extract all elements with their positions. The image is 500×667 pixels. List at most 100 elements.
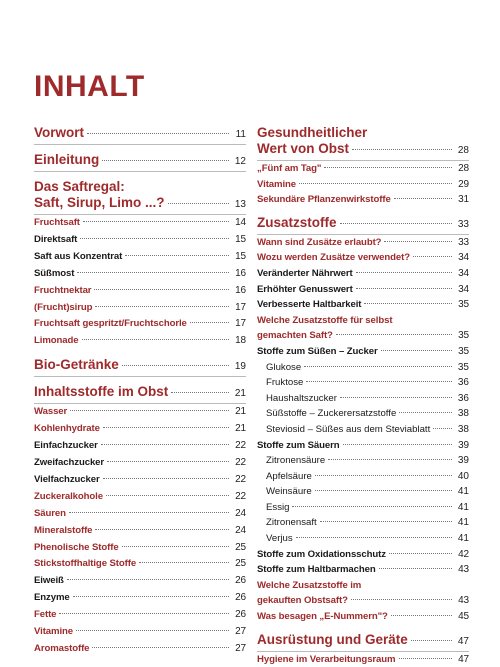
entry-text: Fruktose — [266, 377, 304, 389]
dot-leader — [102, 477, 229, 479]
entry-line: Fruktose 36 — [266, 375, 469, 391]
page-number: 35 — [458, 330, 469, 342]
entry-text: Veränderter Nährwert — [257, 267, 353, 279]
entry-line: Einleitung 12 — [34, 152, 246, 170]
page-number: 17 — [235, 318, 246, 330]
entry-line: Zitronensäure 39 — [266, 453, 469, 469]
page-number: 27 — [235, 626, 246, 638]
entry-line: Veränderter Nährwert 34 — [257, 266, 469, 282]
entry-text: (Frucht)sirup — [34, 301, 93, 313]
entry-line: Stoffe zum Oxidationsschutz 42 — [257, 547, 469, 563]
entry-line: Wasser 21 — [34, 404, 246, 421]
entry-text: Einleitung — [34, 152, 100, 167]
entry-line: Enzyme 26 — [34, 590, 246, 607]
entry-text: Stoffe zum Säuern — [257, 439, 340, 451]
entry-line: gekauften Obstsaft? 43 — [257, 593, 469, 609]
entry-text: Was besagen „E-Nummern"? — [257, 611, 388, 623]
dot-leader — [339, 222, 452, 224]
entry-text: Ausrüstung und Geräte — [257, 631, 408, 647]
dot-leader — [364, 303, 452, 305]
toc-item: Kohlenhydrate 21 — [34, 421, 246, 438]
chapter-heading: Inhaltsstoffe im Obst 21 — [34, 384, 246, 405]
page-number: 26 — [235, 575, 246, 587]
entry-text: Säuren — [34, 507, 66, 519]
entry-text: Direktsaft — [34, 233, 78, 245]
entry-line: Wozu werden Zusätze verwendet? 34 — [257, 250, 469, 266]
entry-line: Eiweiß 26 — [34, 573, 246, 590]
entry-line: Zuckeralkohole 22 — [34, 489, 246, 506]
entry-text: Saft, Sirup, Limo ...? — [34, 195, 165, 210]
toc-item: Eiweiß 26 — [34, 573, 246, 590]
page-number: 19 — [234, 361, 246, 373]
entry-line: (Frucht)sirup 17 — [34, 300, 246, 317]
entry-line: Fruchtsaft gespritzt/Fruchtschorle 17 — [34, 316, 246, 333]
entry-text: Vitamine — [34, 626, 74, 638]
entry-line: Welche Zusatzstoffe für selbst — [257, 313, 469, 329]
toc-subitem: Apfelsäure 40 — [257, 469, 469, 485]
entry-line: Wann sind Zusätze erlaubt? 33 — [257, 235, 469, 251]
dot-leader — [102, 427, 229, 429]
page-number: 28 — [458, 163, 469, 174]
toc-item: Sekundäre Pflanzenwirkstoffe 31 — [257, 192, 469, 208]
entry-text: Bio-Getränke — [34, 357, 119, 373]
toc-item: Zuckeralkohole 22 — [34, 489, 246, 506]
dot-leader — [390, 615, 452, 617]
dot-leader — [319, 521, 452, 523]
dot-leader — [76, 630, 229, 632]
dot-leader — [342, 443, 452, 445]
page-number: 33 — [457, 218, 469, 230]
page-number: 11 — [235, 129, 246, 140]
chapter-heading: Bio-Getränke 19 — [34, 357, 246, 378]
toc-subitem: Zitronensaft 41 — [257, 515, 469, 531]
entry-text: Limonade — [34, 335, 79, 347]
entry-text: Zitronensaft — [266, 517, 317, 529]
entry-line: Erhöhter Genusswert 34 — [257, 282, 469, 298]
page-number: 27 — [235, 642, 246, 654]
toc-item: Was besagen „E-Nummern"? 45 — [257, 609, 469, 625]
dot-leader — [350, 599, 452, 601]
page-number: 41 — [457, 486, 469, 498]
dot-leader — [87, 133, 229, 134]
entry-text: Welche Zusatzstoffe für selbst — [257, 314, 393, 326]
entry-text: Enzyme — [34, 592, 70, 604]
dot-leader — [413, 256, 452, 258]
entry-line: Kohlenhydrate 21 — [34, 421, 246, 438]
toc-subitem: Weinsäure 41 — [257, 484, 469, 500]
dot-leader — [94, 288, 229, 290]
page-number: 17 — [235, 301, 246, 313]
entry-line: Ausrüstung und Geräte 47 — [257, 632, 469, 650]
entry-line: Hygiene im Verarbeitungsraum 47 — [257, 652, 469, 667]
chapter-heading: Vorwort 11 — [34, 125, 246, 145]
entry-line: Einfachzucker 22 — [34, 438, 246, 455]
toc-item: Fette 26 — [34, 607, 246, 624]
entry-line: Stickstoffhaltige Stoffe 25 — [34, 556, 246, 573]
entry-line: Vitamine 27 — [34, 624, 246, 641]
entry-line: Fruchtsaft 14 — [34, 215, 246, 232]
dot-leader — [314, 474, 452, 476]
entry-line: Das Saftregal: — [34, 179, 246, 195]
entry-text: Inhaltsstoffe im Obst — [34, 384, 169, 400]
entry-line: „Fünf am Tag" 28 — [257, 161, 469, 177]
page-number: 24 — [235, 524, 246, 536]
dot-leader — [378, 568, 452, 570]
toc-item: Fruchtsaft gespritzt/Fruchtschorle 17 — [34, 316, 246, 333]
chapter-heading: Zusatzstoffe 33 — [257, 215, 469, 235]
page-number: 22 — [235, 490, 246, 502]
toc-item: Verbesserte Haltbarkeit 35 — [257, 297, 469, 313]
toc-item: Hygiene im Verarbeitungsraum 47 — [257, 652, 469, 667]
entry-line: Essig 41 — [266, 500, 469, 516]
dot-leader — [80, 237, 229, 239]
dot-leader — [139, 562, 229, 564]
page-number: 21 — [234, 388, 246, 400]
entry-text: Stoffe zum Oxidationsschutz — [257, 548, 386, 560]
entry-line: Gesundheitlicher — [257, 125, 469, 141]
page-number: 21 — [235, 423, 246, 435]
page-number: 35 — [458, 299, 469, 311]
dot-leader — [398, 657, 452, 659]
entry-text: Süßmost — [34, 267, 75, 279]
entry-text: Zweifachzucker — [34, 456, 105, 468]
entry-line: Zweifachzucker 22 — [34, 455, 246, 472]
chapter-heading: Gesundheitlicher Wert von Obst 28 — [257, 125, 469, 161]
entry-text: Verbesserte Haltbarkeit — [257, 299, 362, 311]
